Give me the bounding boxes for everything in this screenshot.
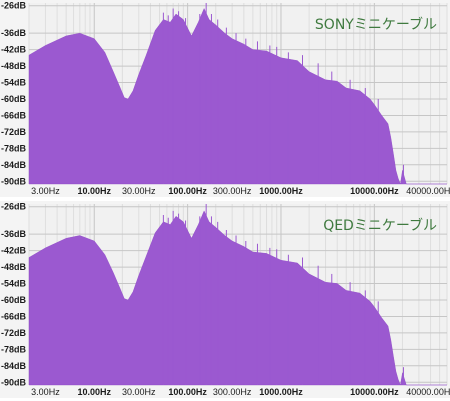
y-tick-label: -78dB	[1, 143, 27, 153]
y-tick-label: -66dB	[1, 110, 27, 120]
y-tick-label: -66dB	[1, 311, 27, 321]
y-tick-label: -36dB	[1, 229, 27, 239]
spectrum-area	[28, 8, 447, 185]
y-tick-label: -90dB	[1, 176, 27, 186]
x-tick-label: 100.00Hz	[168, 387, 207, 397]
x-tick-label: 300.00Hz	[213, 186, 252, 196]
y-tick-label: -26dB	[1, 202, 27, 212]
y-tick-label: -84dB	[1, 361, 27, 371]
spectrum-peaks	[162, 204, 404, 385]
y-tick-label: -60dB	[1, 94, 27, 104]
x-tick-label: 10.00Hz	[77, 387, 111, 397]
y-tick-label: -54dB	[1, 78, 27, 88]
y-tick-label: -48dB	[1, 61, 27, 71]
x-tick-label: 100.00Hz	[168, 186, 207, 196]
spectrum-area	[28, 210, 447, 386]
y-tick-label: -26dB	[1, 1, 27, 11]
x-tick-label: 40000.00Hz	[406, 186, 450, 196]
y-tick-label: -84dB	[1, 160, 27, 170]
y-tick-label: -48dB	[1, 262, 27, 272]
spectrum-panel-2: -26dB -36dB -42dB -48dB -54dB -60dB -66dB -72dB…	[0, 201, 450, 398]
x-axis: 3.00Hz 10.00Hz 30.00Hz 100.00Hz 300.00Hz 1000…	[31, 387, 450, 397]
y-tick-label: -78dB	[1, 344, 27, 354]
x-tick-label: 10.00Hz	[77, 186, 111, 196]
chart-title: QEDミニケーブル	[323, 217, 437, 234]
y-tick-label: -42dB	[1, 45, 27, 55]
x-tick-label: 1000.00Hz	[259, 186, 303, 196]
y-tick-label: -60dB	[1, 295, 27, 305]
x-tick-label: 30.00Hz	[122, 387, 156, 397]
y-tick-label: -72dB	[1, 127, 27, 137]
y-tick-label: -90dB	[1, 377, 27, 387]
x-tick-label: 300.00Hz	[213, 387, 252, 397]
y-axis: -26dB -36dB -42dB -48dB -54dB -60dB -66dB -72dB…	[1, 1, 27, 187]
y-tick-label: -42dB	[1, 246, 27, 256]
x-tick-label: 40000.00Hz	[406, 387, 450, 397]
y-tick-label: -72dB	[1, 328, 27, 338]
x-axis: 3.00Hz 10.00Hz 30.00Hz 100.00Hz 300.00Hz 1000…	[31, 186, 450, 196]
x-tick-label: 1000.00Hz	[259, 387, 303, 397]
x-tick-label: 10000.00Hz	[350, 387, 399, 397]
y-tick-label: -54dB	[1, 279, 27, 289]
x-tick-label: 30.00Hz	[122, 186, 156, 196]
x-tick-label: 3.00Hz	[31, 387, 60, 397]
chart-title: SONYミニケーブル	[315, 16, 437, 33]
x-tick-label: 10000.00Hz	[350, 186, 399, 196]
y-axis: -26dB -36dB -42dB -48dB -54dB -60dB -66dB -72dB…	[1, 202, 27, 388]
spectrum-panel-1: -26dB -36dB -42dB -48dB -54dB -60dB -66dB -72dB…	[0, 0, 450, 197]
x-tick-label: 3.00Hz	[31, 186, 60, 196]
y-tick-label: -36dB	[1, 28, 27, 38]
spectrum-peaks	[162, 3, 404, 184]
